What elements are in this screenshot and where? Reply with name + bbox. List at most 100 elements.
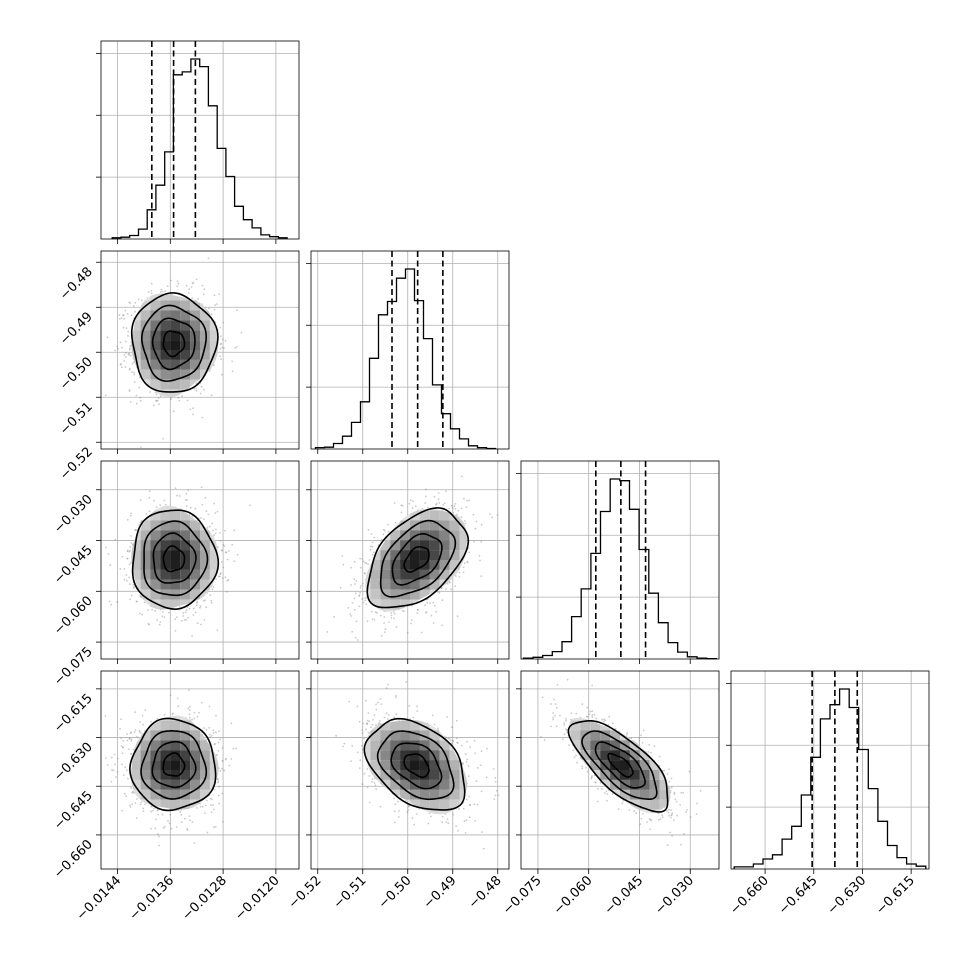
sample-point xyxy=(184,611,187,614)
sample-point xyxy=(132,584,135,586)
sample-point xyxy=(124,366,127,368)
sample-point xyxy=(124,309,127,312)
sample-point xyxy=(220,342,223,345)
sample-point xyxy=(416,612,419,614)
sample-point xyxy=(143,601,146,604)
sample-point xyxy=(160,288,163,291)
sample-point xyxy=(191,282,194,285)
sample-point xyxy=(221,338,224,341)
sample-point xyxy=(450,504,453,507)
sample-point xyxy=(185,492,188,495)
density-cell xyxy=(170,550,181,560)
sample-point xyxy=(130,561,132,564)
sample-point xyxy=(425,611,428,613)
sample-point xyxy=(129,354,132,357)
sample-point xyxy=(411,507,414,509)
sample-point xyxy=(383,616,386,618)
sample-point xyxy=(174,629,177,632)
sample-point xyxy=(211,522,214,525)
sample-point xyxy=(409,499,412,501)
sample-point xyxy=(463,562,466,565)
sample-point xyxy=(349,613,352,615)
sample-point xyxy=(410,619,413,621)
sample-point xyxy=(355,636,357,639)
sample-point xyxy=(177,396,180,399)
sample-point xyxy=(189,705,192,708)
sample-point xyxy=(234,347,237,349)
sample-point xyxy=(454,507,457,510)
sample-point xyxy=(133,373,135,376)
sample-point xyxy=(466,560,468,563)
sample-point xyxy=(133,371,135,374)
sample-point xyxy=(116,345,119,348)
tick-label-x: −0.0128 xyxy=(179,873,229,923)
sample-point xyxy=(152,404,155,407)
sample-point xyxy=(159,504,162,507)
sample-point xyxy=(463,520,466,522)
sample-point xyxy=(369,548,372,551)
sample-point xyxy=(401,504,404,507)
sample-point xyxy=(157,397,160,399)
sample-point xyxy=(222,321,225,324)
sample-point xyxy=(117,347,119,350)
panel-2-2 xyxy=(516,460,720,664)
sample-point xyxy=(214,532,217,535)
sample-point xyxy=(223,347,225,349)
sample-point xyxy=(207,513,210,516)
sample-point xyxy=(126,549,129,552)
sample-point xyxy=(119,727,121,730)
sample-point xyxy=(139,499,142,501)
sample-point xyxy=(403,610,405,613)
sample-point xyxy=(179,811,182,813)
sample-point xyxy=(196,807,198,809)
sample-point xyxy=(355,592,357,595)
sample-point xyxy=(199,605,202,607)
density-cell xyxy=(180,569,191,580)
sample-point xyxy=(432,601,435,604)
sample-point xyxy=(359,587,362,589)
sample-point xyxy=(121,555,124,558)
sample-point xyxy=(133,731,136,733)
sample-point xyxy=(465,506,468,508)
sample-point xyxy=(480,575,483,578)
sample-point xyxy=(192,413,194,416)
sample-point xyxy=(187,292,190,294)
sample-point xyxy=(466,499,469,502)
sample-point xyxy=(347,606,350,609)
sample-point xyxy=(128,563,131,566)
sample-point xyxy=(185,505,188,508)
sample-point xyxy=(454,503,457,505)
sample-point xyxy=(393,617,395,620)
sample-point xyxy=(475,520,478,523)
sample-point xyxy=(110,603,112,606)
sample-point xyxy=(364,597,367,600)
sample-point xyxy=(210,394,213,397)
sample-point xyxy=(233,560,236,563)
density-cell xyxy=(170,340,181,350)
sample-point xyxy=(353,578,356,581)
tick-label-y: −0.660 xyxy=(51,837,96,882)
sample-point xyxy=(161,290,164,293)
panel-1-1 xyxy=(306,250,510,454)
sample-point xyxy=(479,559,481,562)
tick-label-y: −0.52 xyxy=(57,445,96,484)
sample-point xyxy=(194,611,197,614)
sample-point xyxy=(121,346,123,349)
sample-point xyxy=(199,517,202,519)
sample-point xyxy=(360,585,362,587)
sample-point xyxy=(215,578,217,580)
sample-point xyxy=(158,403,160,406)
sample-point xyxy=(341,555,344,557)
sample-point xyxy=(177,282,180,285)
sample-point xyxy=(129,546,132,548)
density-cell xyxy=(160,340,171,350)
sample-point xyxy=(114,538,117,541)
sample-point xyxy=(365,562,368,565)
sample-point xyxy=(139,612,141,615)
sample-point xyxy=(174,487,177,489)
sample-point xyxy=(131,371,134,373)
density-cell xyxy=(200,330,210,341)
sample-point xyxy=(218,293,221,295)
sample-point xyxy=(371,541,374,544)
